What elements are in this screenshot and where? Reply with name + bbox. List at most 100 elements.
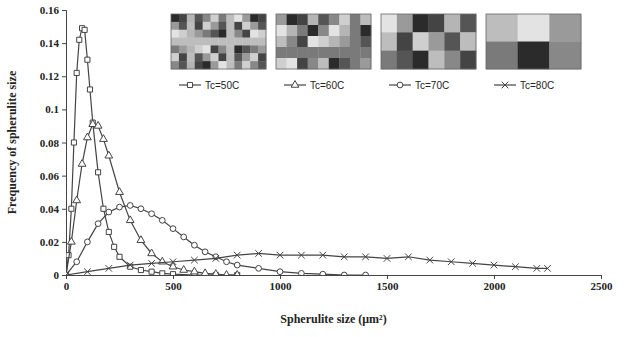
x-axis-line — [67, 276, 602, 280]
x-tick-mark — [494, 275, 495, 279]
data-point — [170, 226, 176, 232]
inset-cell — [413, 14, 429, 33]
inset-cell — [171, 53, 179, 61]
data-point — [78, 160, 86, 167]
inset-cell — [187, 22, 195, 30]
inset-cell — [226, 53, 234, 61]
inset-cell — [219, 14, 227, 22]
inset-cell — [195, 38, 203, 46]
data-point — [363, 272, 369, 275]
inset-cell — [350, 25, 361, 36]
data-point — [138, 206, 144, 212]
data-point — [138, 267, 143, 272]
inset-cell — [179, 30, 187, 38]
inset-cell — [297, 47, 308, 58]
inset-cell — [250, 30, 258, 38]
inset-cell — [276, 58, 287, 69]
legend-entry: Tc=60C — [284, 80, 344, 91]
x-tick-mark — [280, 275, 281, 279]
inset-cell — [413, 32, 429, 51]
data-point — [213, 255, 220, 262]
data-point — [100, 135, 108, 142]
inset-cell — [339, 58, 350, 69]
inset-cell — [360, 58, 371, 69]
insets — [171, 14, 581, 69]
inset-cell — [486, 42, 518, 70]
data-point — [148, 249, 156, 256]
inset-cell — [360, 47, 371, 58]
data-point — [512, 263, 519, 270]
data-point — [101, 206, 106, 211]
x-tick: 2500 — [591, 275, 614, 292]
inset-cell — [287, 58, 298, 69]
inset-frame — [171, 14, 266, 69]
y-tick-label: 0.04 — [40, 203, 60, 215]
inset-frame — [486, 14, 581, 69]
inset-cell — [195, 14, 203, 22]
legend: Tc=50CTc=60CTc=70CTc=80C — [179, 80, 554, 91]
data-point — [106, 265, 113, 272]
inset-cell — [276, 36, 287, 47]
legend-marker — [397, 82, 403, 88]
inset-frame — [381, 14, 476, 69]
x-tick: 0 — [64, 275, 70, 292]
data-point — [234, 262, 240, 268]
series-line — [66, 253, 548, 275]
y-tick: 0.16 — [40, 4, 66, 16]
data-point — [255, 250, 262, 257]
inset-cell — [250, 14, 258, 22]
inset-cell — [250, 45, 258, 53]
inset-cell — [360, 14, 371, 25]
inset-cell — [219, 61, 227, 69]
inset-cell — [179, 38, 187, 46]
inset-cell — [413, 51, 429, 70]
x-tick: 2000 — [484, 275, 507, 292]
data-point — [106, 229, 111, 234]
inset-cell — [203, 53, 211, 61]
inset-cell — [258, 53, 266, 61]
inset-cell — [242, 30, 250, 38]
data-point — [74, 259, 80, 265]
inset-cell — [226, 38, 234, 46]
data-point — [77, 37, 82, 42]
y-tick: 0.12 — [40, 70, 66, 82]
data-point — [341, 253, 348, 260]
inset-cell — [350, 14, 361, 25]
y-tick: 0.06 — [40, 170, 66, 182]
inset-cell — [226, 61, 234, 69]
data-point — [66, 272, 69, 275]
x-tick-mark — [173, 275, 174, 279]
legend-entry: Tc=70C — [389, 80, 449, 91]
data-point — [362, 253, 369, 260]
data-point — [341, 272, 347, 275]
x-axis: 05001000150020002500 — [64, 275, 613, 292]
inset-cell — [171, 22, 179, 30]
data-point — [95, 221, 101, 227]
inset-cell — [308, 47, 319, 58]
inset-cell — [329, 58, 340, 69]
y-tick-mark — [62, 43, 66, 44]
data-point — [116, 188, 124, 195]
inset-cell — [226, 45, 234, 53]
inset-cell — [195, 61, 203, 69]
inset-cell — [187, 61, 195, 69]
data-point — [298, 252, 305, 259]
x-tick-label: 1500 — [377, 280, 400, 292]
legend-label: Tc=80C — [520, 80, 554, 91]
inset-cell — [360, 36, 371, 47]
data-point — [320, 271, 326, 275]
inset-cell — [258, 14, 266, 22]
data-point — [405, 253, 412, 260]
data-point — [223, 271, 231, 275]
inset-cell — [242, 45, 250, 53]
data-point — [148, 260, 155, 267]
inset-cell — [549, 42, 581, 70]
legend-marker — [187, 82, 192, 87]
y-tick-label: 0.08 — [40, 137, 60, 149]
inset-cell — [171, 45, 179, 53]
y-tick-mark — [62, 10, 66, 11]
chart: 0500100015002000250000.020.040.060.080.1… — [0, 0, 637, 337]
inset-cell — [350, 47, 361, 58]
inset-cell — [297, 58, 308, 69]
series-line — [66, 124, 237, 275]
